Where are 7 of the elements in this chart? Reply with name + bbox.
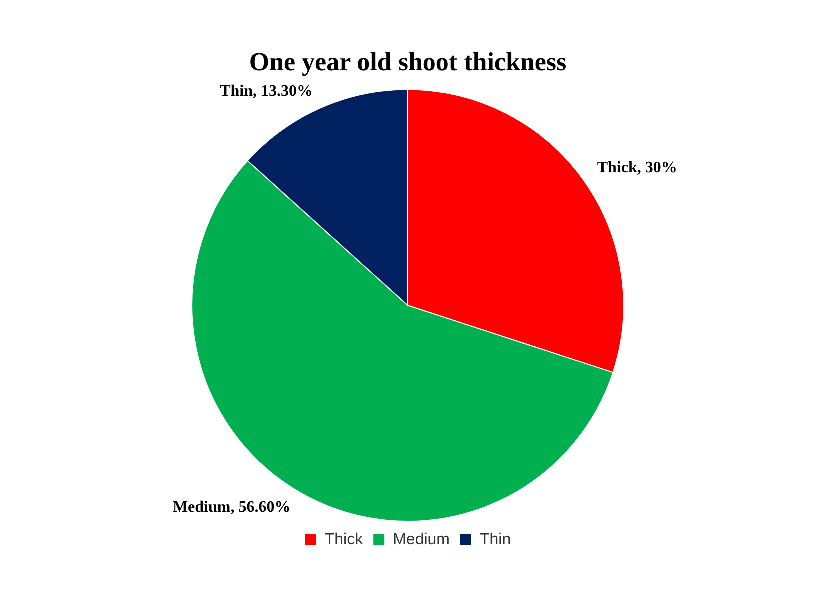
chart-title: One year old shoot thickness: [249, 47, 567, 76]
legend-label: Medium: [393, 531, 450, 548]
data-label: Thin, 13.30%: [220, 83, 313, 100]
legend-label: Thick: [324, 531, 364, 548]
data-label: Medium, 56.60%: [172, 499, 291, 516]
legend-label: Thin: [480, 531, 512, 548]
data-label: Thick, 30%: [597, 159, 678, 176]
